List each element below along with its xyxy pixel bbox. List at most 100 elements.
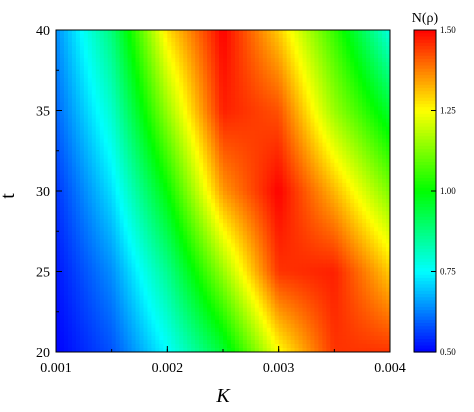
heatmap-cell <box>238 150 244 156</box>
heatmap-cell <box>87 207 93 212</box>
heatmap-cell <box>207 74 212 79</box>
heatmap-cell <box>262 211 268 216</box>
heatmap-cell <box>274 50 280 55</box>
heatmap-cell <box>286 231 292 236</box>
heatmap-cell <box>310 207 316 212</box>
heatmap-cell <box>107 211 113 216</box>
heatmap-cell <box>302 138 308 144</box>
heatmap-cell <box>314 235 320 240</box>
heatmap-cell <box>139 178 145 184</box>
heatmap-cell <box>59 134 65 140</box>
heatmap-cell <box>270 94 276 100</box>
heatmap-cell <box>386 158 390 164</box>
heatmap-cell <box>203 54 208 59</box>
heatmap-cell <box>56 186 61 192</box>
heatmap-cell <box>350 142 355 148</box>
heatmap-cell <box>127 207 133 212</box>
heatmap-cell <box>350 122 355 128</box>
heatmap-cell <box>219 118 224 124</box>
heatmap-cell <box>274 34 280 39</box>
heatmap-cell <box>171 102 176 108</box>
heatmap-cell <box>63 207 69 212</box>
heatmap-cell <box>290 207 296 212</box>
heatmap-cell <box>83 102 89 108</box>
heatmap-cell <box>171 146 176 152</box>
heatmap-cell <box>167 259 172 265</box>
heatmap-cell <box>238 158 244 164</box>
heatmap-cell <box>382 239 387 244</box>
heatmap-cell <box>203 251 208 257</box>
heatmap-cell <box>99 46 105 51</box>
heatmap-cell <box>187 46 192 51</box>
heatmap-cell <box>211 126 216 132</box>
heatmap-cell <box>302 114 308 120</box>
heatmap-cell <box>71 118 77 124</box>
heatmap-cell <box>87 219 93 224</box>
heatmap-cell <box>294 98 300 104</box>
heatmap-cell <box>338 178 343 184</box>
heatmap-cell <box>226 102 232 108</box>
heatmap-cell <box>91 34 97 39</box>
heatmap-cell <box>226 243 232 248</box>
heatmap-cell <box>79 90 85 96</box>
heatmap-cell <box>59 86 65 91</box>
heatmap-cell <box>139 166 145 172</box>
heatmap-cell <box>195 223 200 228</box>
heatmap-cell <box>358 98 363 104</box>
heatmap-cell <box>175 114 180 120</box>
heatmap-cell <box>346 70 351 75</box>
heatmap-cell <box>115 74 121 79</box>
heatmap-cell <box>199 211 204 216</box>
heatmap-cell <box>246 203 252 208</box>
heatmap-cell <box>258 46 264 51</box>
heatmap-cell <box>191 134 196 140</box>
heatmap-cell <box>250 215 256 220</box>
heatmap-cell <box>294 82 300 87</box>
heatmap-cell <box>286 82 292 87</box>
heatmap-cell <box>219 162 224 168</box>
heatmap-cell <box>318 170 324 176</box>
heatmap-cell <box>386 98 390 104</box>
heatmap-cell <box>155 30 160 35</box>
heatmap-cell <box>127 166 133 172</box>
heatmap-cell <box>159 255 164 261</box>
heatmap-cell <box>75 50 81 55</box>
heatmap-cell <box>358 46 363 51</box>
heatmap-cell <box>374 251 379 257</box>
heatmap-cell <box>294 255 300 261</box>
heatmap-cell <box>215 211 220 216</box>
heatmap-cell <box>167 134 172 140</box>
heatmap-cell <box>298 231 304 236</box>
heatmap-cell <box>230 195 236 200</box>
heatmap-cell <box>119 66 125 71</box>
heatmap-cell <box>346 231 351 236</box>
heatmap-cell <box>294 42 300 47</box>
heatmap-cell <box>223 46 228 51</box>
heatmap-cell <box>294 70 300 75</box>
heatmap-cell <box>91 195 97 200</box>
heatmap-cell <box>195 267 200 273</box>
heatmap-cell <box>250 191 256 196</box>
heatmap-cell <box>59 78 65 83</box>
heatmap-cell <box>119 58 125 63</box>
heatmap-cell <box>338 251 343 257</box>
heatmap-cell <box>167 207 172 212</box>
heatmap-cell <box>195 54 200 59</box>
heatmap-cell <box>135 126 141 132</box>
heatmap-cell <box>346 58 351 63</box>
heatmap-cell <box>203 182 208 188</box>
heatmap-cell <box>219 102 224 108</box>
heatmap-cell <box>358 106 363 112</box>
heatmap-cell <box>87 235 93 240</box>
heatmap-cell <box>75 114 81 120</box>
heatmap-cell <box>95 227 101 232</box>
heatmap-cell <box>286 102 292 108</box>
heatmap-cell <box>354 122 359 128</box>
heatmap-cell <box>199 114 204 120</box>
heatmap-cell <box>99 203 105 208</box>
heatmap-cell <box>258 207 264 212</box>
heatmap-cell <box>294 78 300 83</box>
heatmap-cell <box>318 30 324 35</box>
heatmap-cell <box>75 231 81 236</box>
heatmap-cell <box>386 94 390 100</box>
